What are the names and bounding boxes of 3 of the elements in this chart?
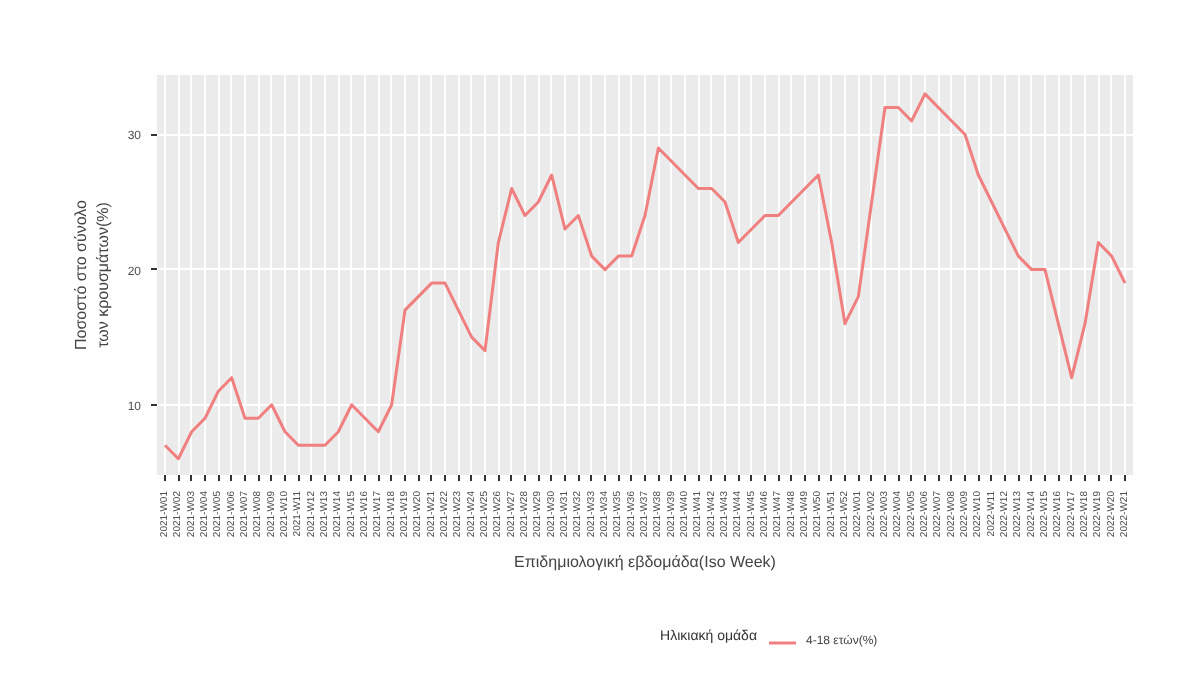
y-axis-title: Ποσοστό στο σύνολο των κρουσμάτων(%) bbox=[72, 198, 112, 350]
x-axis-title: Επιδημιολογική εβδομάδα(Iso Week) bbox=[514, 553, 777, 572]
line-series bbox=[163, 92, 1127, 461]
